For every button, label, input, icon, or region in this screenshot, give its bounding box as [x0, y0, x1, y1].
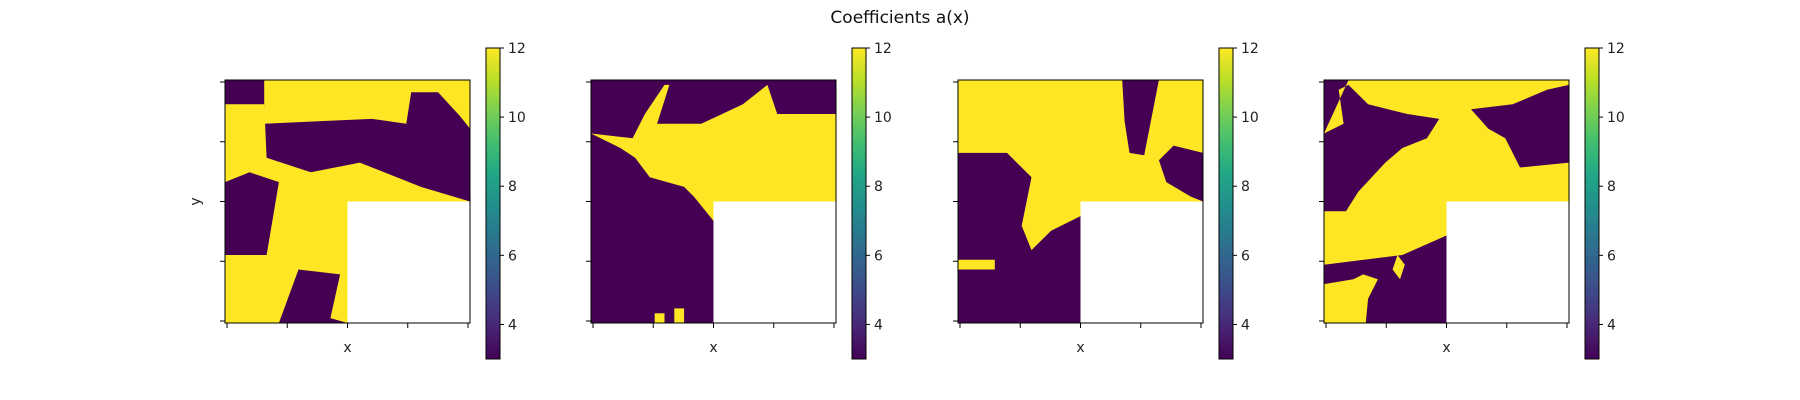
colorbar-1: 4 6 8 10 12	[485, 41, 526, 360]
colorbar-gradient	[485, 47, 501, 360]
heatmap-panel-2: x	[586, 79, 837, 356]
colorbar-tick-label: 4	[508, 317, 517, 333]
colorbar-tick-label: 8	[508, 179, 517, 195]
colorbar-tick-label: 12	[508, 41, 526, 57]
colorbar-gradient	[851, 47, 867, 360]
masked-region	[1446, 201, 1569, 323]
colorbar-tick-label: 4	[874, 317, 883, 333]
colorbar-tick-label: 10	[508, 110, 526, 126]
heatmap-high-region	[728, 143, 787, 173]
colorbar-gradient	[1218, 47, 1234, 360]
colorbar-tick-label: 10	[874, 110, 892, 126]
heatmap-panel-1: xy	[188, 79, 471, 356]
heatmap-high-region	[372, 172, 404, 187]
colorbar-tick-label: 6	[874, 248, 883, 264]
colorbar-tick-label: 6	[508, 248, 517, 264]
colorbar-tick-label: 8	[1241, 179, 1250, 195]
colorbar-tick-label: 12	[1607, 41, 1625, 57]
x-axis-label: x	[1076, 340, 1084, 356]
colorbar-tick-label: 8	[874, 179, 883, 195]
heatmap-panel-3: x	[953, 79, 1204, 356]
heatmap-high-region	[654, 313, 665, 323]
colorbar-tick-label: 8	[1607, 179, 1616, 195]
colorbar-tick-label: 4	[1241, 317, 1250, 333]
heatmap-high-region	[674, 308, 685, 323]
heatmap-high-region	[958, 259, 995, 270]
masked-region	[1080, 201, 1203, 323]
colorbar-tick-label: 12	[874, 41, 892, 57]
masked-region	[713, 201, 836, 323]
heatmap-high-region	[958, 80, 1203, 251]
colorbar-3: 4 6 8 10 12	[1218, 41, 1259, 360]
heatmap-high-region	[1392, 255, 1405, 280]
colorbar-tick-label: 10	[1241, 110, 1259, 126]
colorbar-tick-label: 6	[1241, 248, 1250, 264]
heatmap-high-region	[591, 84, 836, 221]
colorbar-tick-label: 6	[1607, 248, 1616, 264]
colorbar-gradient	[1584, 47, 1600, 360]
heatmap-high-region	[225, 80, 470, 129]
colorbar-tick-label: 10	[1607, 110, 1625, 126]
x-axis-label: x	[343, 340, 351, 356]
colorbar-tick-label: 4	[1607, 317, 1616, 333]
x-axis-label: x	[709, 340, 717, 356]
masked-region	[347, 201, 470, 323]
colorbar-2: 4 6 8 10 12	[851, 41, 892, 360]
heatmap-panel-4: x	[1319, 79, 1570, 356]
colorbar-tick-label: 12	[1241, 41, 1259, 57]
colorbar-4: 4 6 8 10 12	[1584, 41, 1625, 360]
y-axis-label: y	[188, 197, 204, 205]
chart-title: Coefficients a(x)	[830, 8, 969, 28]
x-axis-label: x	[1442, 340, 1450, 356]
